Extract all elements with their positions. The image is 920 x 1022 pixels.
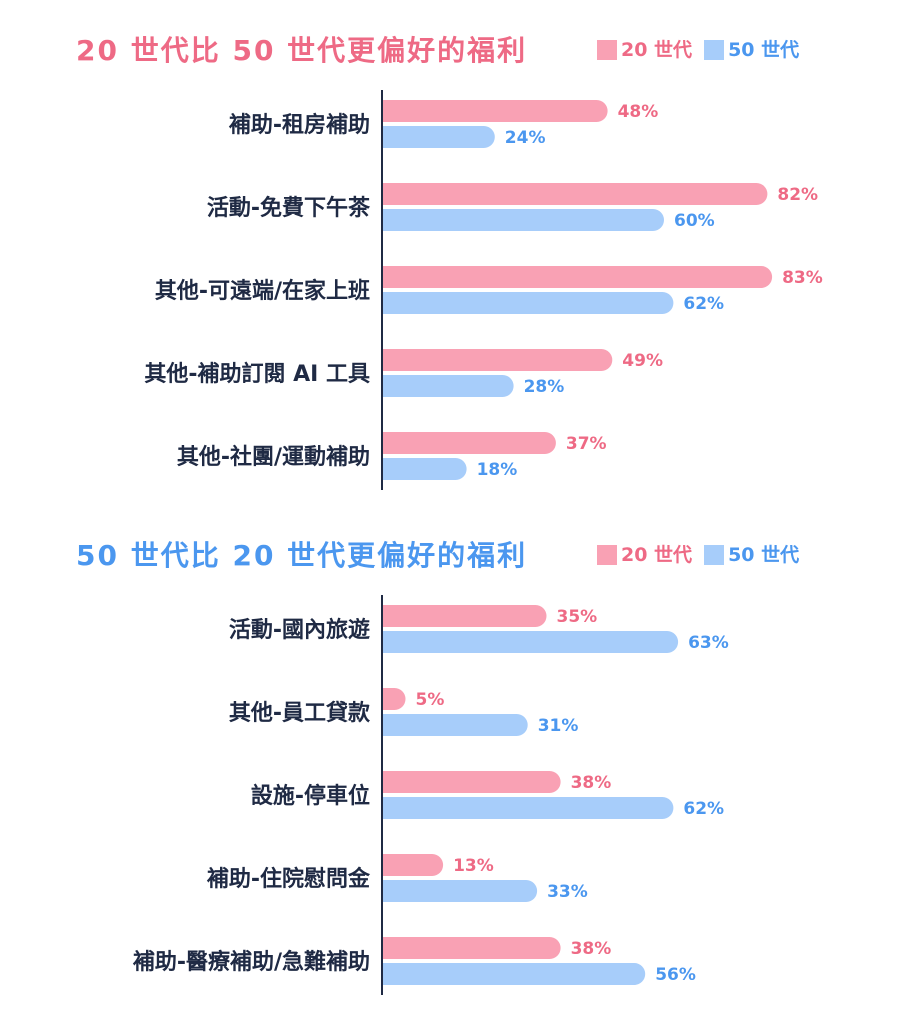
bar-base: [382, 375, 393, 397]
bar-gen20: [382, 266, 773, 288]
data-label: 31%: [538, 716, 579, 736]
bar-gen20: [382, 605, 547, 627]
legend-swatch-50: [704, 40, 725, 60]
bar-gen50: [382, 209, 664, 231]
bar-base: [382, 797, 393, 819]
category-label: 活動-免費下午茶: [207, 195, 371, 221]
chart-panel-bottom: 50 世代比 20 世代更偏好的福利 20 世代 50 世代 活動-國內旅遊 35…: [0, 505, 920, 1015]
bar-base: [382, 605, 393, 627]
bar-chart: 補助-租房補助 48% 24% 活動-免費下午茶 82% 60% 其他-可遠端/在家上班 83…: [144, 90, 823, 490]
data-label: 35%: [557, 607, 598, 627]
data-label: 62%: [683, 799, 724, 819]
data-label: 33%: [547, 882, 588, 902]
data-label: 37%: [566, 434, 607, 454]
data-label: 62%: [683, 294, 724, 314]
data-label: 82%: [777, 185, 818, 205]
data-label: 48%: [618, 102, 659, 122]
bar-base: [382, 854, 393, 876]
data-label: 13%: [453, 856, 494, 876]
bar-gen50: [382, 714, 528, 736]
legend-swatch-50: [704, 545, 725, 565]
bar-gen50: [382, 880, 538, 902]
category-label: 補助-租房補助: [228, 112, 370, 138]
category-label: 其他-員工貸款: [229, 700, 371, 726]
data-label: 56%: [655, 965, 696, 985]
category-label: 其他-社團/運動補助: [177, 444, 370, 470]
bar-gen20: [382, 349, 613, 371]
bar-base: [382, 880, 393, 902]
bar-base: [382, 688, 393, 710]
bar-gen20: [382, 854, 444, 876]
legend-label-20: 20 世代: [621, 38, 693, 61]
chart-title: 20 世代比 50 世代更偏好的福利: [76, 34, 528, 67]
bar-gen20: [382, 771, 561, 793]
chart-title: 50 世代比 20 世代更偏好的福利: [76, 539, 528, 572]
bar-chart: 活動-國內旅遊 35% 63% 其他-員工貸款 5% 31% 設施-停車位 38% 62% 補助-…: [132, 595, 729, 995]
category-label: 補助-住院慰問金: [206, 866, 371, 892]
data-label: 28%: [524, 377, 565, 397]
legend-label-20: 20 世代: [621, 543, 693, 566]
data-label: 38%: [571, 939, 612, 959]
chart-panel-top: 20 世代比 50 世代更偏好的福利 20 世代 50 世代 補助-租房補助 48…: [0, 0, 920, 500]
data-label: 49%: [622, 351, 663, 371]
bar-gen50: [382, 458, 467, 480]
bar-base: [382, 209, 393, 231]
bar-base: [382, 714, 393, 736]
bar-base: [382, 266, 393, 288]
bar-gen50: [382, 375, 514, 397]
data-label: 63%: [688, 633, 729, 653]
bar-base: [382, 631, 393, 653]
bar-gen50: [382, 631, 679, 653]
bar-base: [382, 183, 393, 205]
bar-gen20: [382, 183, 768, 205]
bar-base: [382, 349, 393, 371]
bar-gen50: [382, 963, 646, 985]
bar-gen50: [382, 126, 495, 148]
data-label: 60%: [674, 211, 715, 231]
bar-base: [382, 458, 393, 480]
bar-gen50: [382, 292, 674, 314]
category-label: 補助-醫療補助/急難補助: [132, 949, 370, 975]
data-label: 83%: [782, 268, 823, 288]
legend: 20 世代 50 世代: [597, 545, 811, 565]
bar-base: [382, 937, 393, 959]
data-label: 24%: [505, 128, 546, 148]
data-label: 18%: [477, 460, 518, 480]
category-label: 其他-補助訂閱 AI 工具: [144, 361, 370, 387]
bar-base: [382, 771, 393, 793]
legend-swatch-20: [597, 40, 617, 60]
bar-gen20: [382, 432, 556, 454]
data-label: 38%: [571, 773, 612, 793]
bar-gen50: [382, 797, 674, 819]
bar-gen20: [382, 100, 608, 122]
bar-base: [382, 126, 393, 148]
bar-base: [382, 292, 393, 314]
legend-label-50: 50 世代: [728, 38, 800, 61]
legend-label-50: 50 世代: [728, 543, 800, 566]
bar-gen20: [382, 937, 561, 959]
bar-base: [382, 100, 393, 122]
bar-base: [382, 432, 393, 454]
legend: 20 世代 50 世代: [597, 40, 811, 60]
legend-swatch-20: [597, 545, 617, 565]
data-label: 5%: [416, 690, 445, 710]
category-label: 活動-國內旅遊: [229, 617, 370, 643]
bar-base: [382, 963, 393, 985]
category-label: 設施-停車位: [251, 783, 370, 809]
category-label: 其他-可遠端/在家上班: [155, 278, 370, 304]
